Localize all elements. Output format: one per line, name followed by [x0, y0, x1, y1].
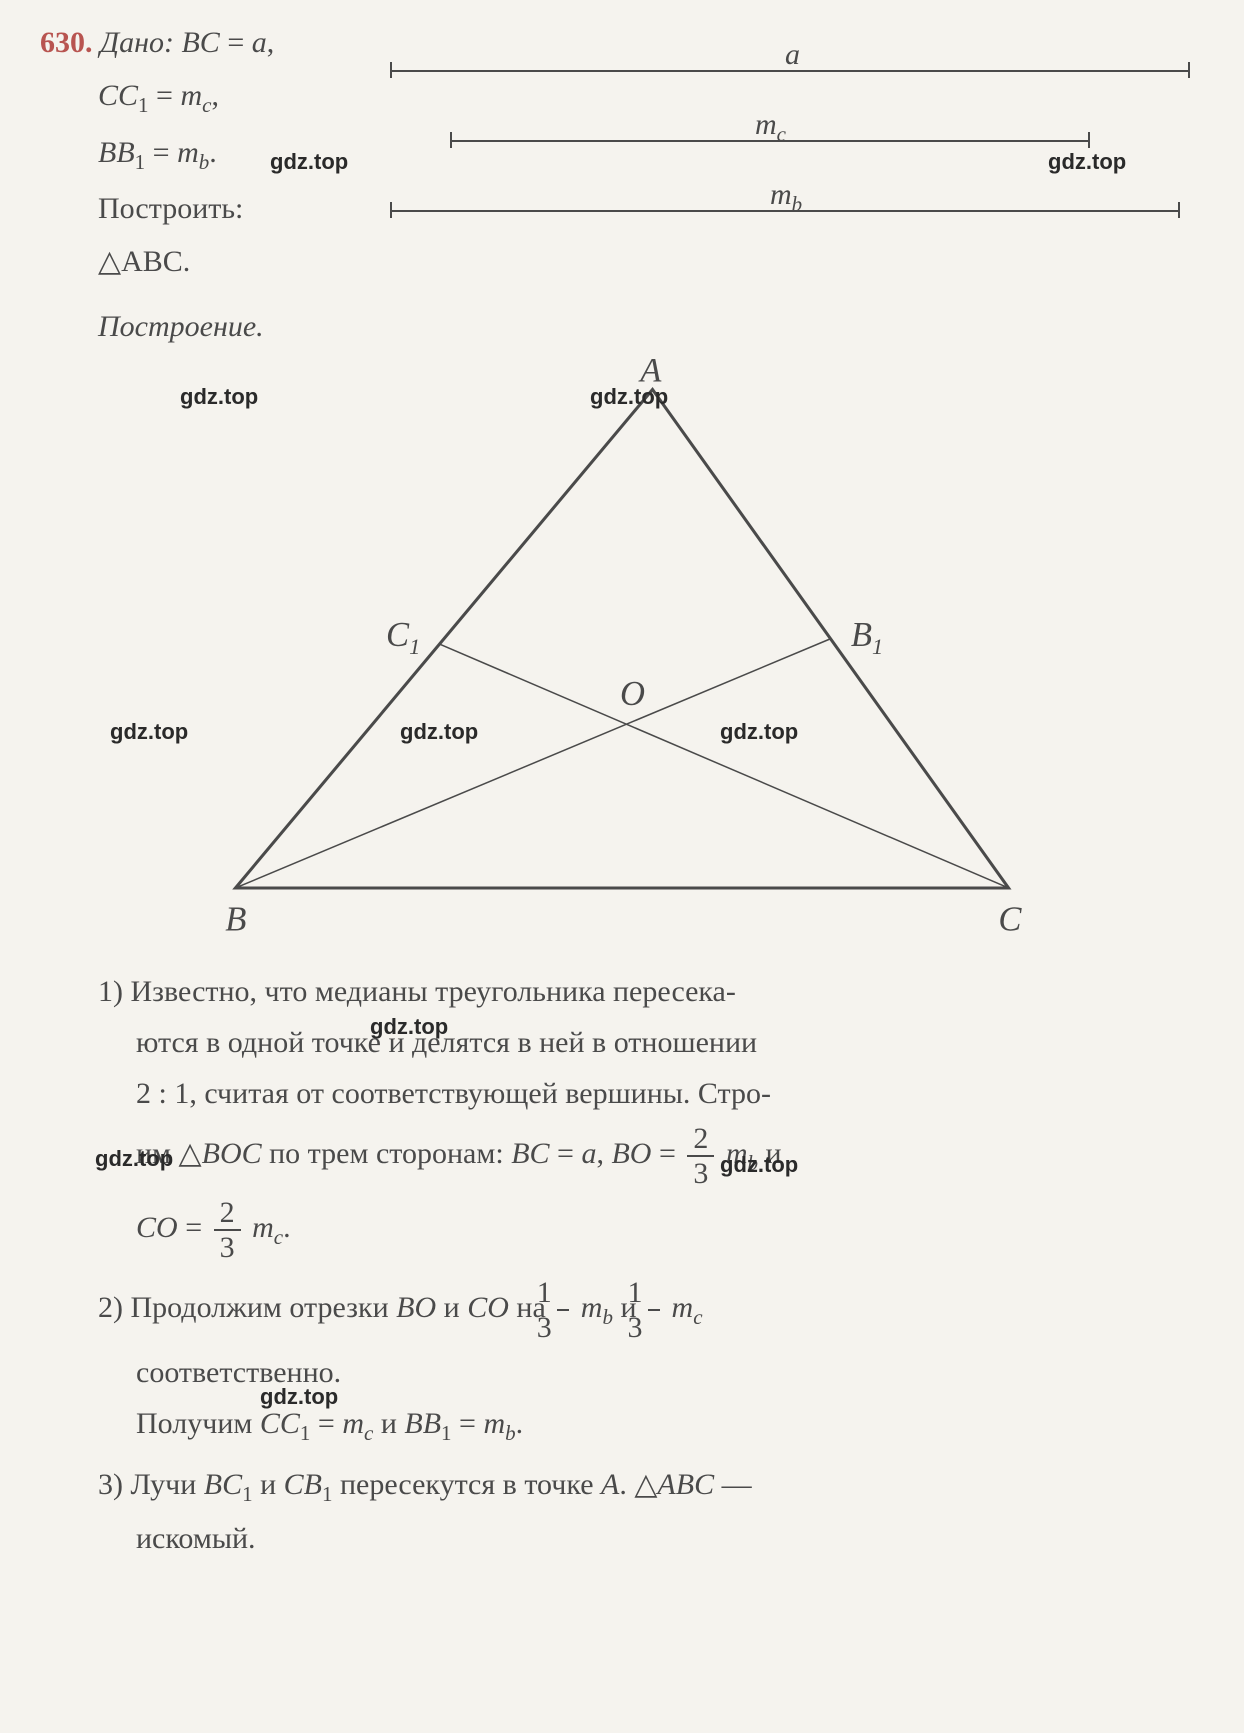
triangle-abc — [235, 390, 1008, 888]
watermark: gdz.top — [400, 715, 478, 748]
watermark: gdz.top — [720, 1148, 798, 1181]
frac-1-3: 13 — [557, 1276, 569, 1344]
triangle-diagram: A B C C1 B1 O — [72, 359, 1172, 949]
watermark: gdz.top — [1048, 145, 1126, 178]
a-var: a — [252, 26, 267, 59]
watermark: gdz.top — [95, 1142, 173, 1175]
vertex-b1: B1 — [851, 616, 883, 659]
step-1: 1) Известно, что медианы треугольника пе… — [98, 969, 1204, 1264]
vertex-b: B — [225, 901, 246, 939]
construction-label: Построение. — [98, 304, 1204, 349]
step-2: 2) Продолжим отрезки BO и CO на 13 mb и … — [98, 1276, 1204, 1450]
watermark: gdz.top — [270, 145, 348, 178]
problem-number: 630. — [40, 26, 93, 59]
step-3: 3) Лучи BC1 и CB1 пересекутся в точке A.… — [98, 1462, 1204, 1562]
segment-mb: mb — [390, 170, 1210, 240]
vertex-c: C — [998, 901, 1022, 939]
problem-header: 630. Дано: BC = a, CC1 = mc, BB1 = mb. П… — [40, 20, 1204, 284]
given-label: Дано: — [100, 26, 174, 59]
watermark: gdz.top — [590, 380, 668, 413]
build-target: △ABC. — [98, 239, 1204, 284]
watermark: gdz.top — [260, 1380, 338, 1413]
watermark: gdz.top — [370, 1010, 448, 1043]
bc-var: BC — [181, 26, 219, 59]
solution-steps: 1) Известно, что медианы треугольника пе… — [98, 969, 1204, 1561]
watermark: gdz.top — [110, 715, 188, 748]
median-bb1 — [235, 639, 830, 888]
segment-a: a — [390, 30, 1210, 100]
comma: , — [267, 26, 275, 59]
vertex-o: O — [620, 675, 645, 713]
vertex-c1: C1 — [386, 616, 420, 659]
frac-2-3: 23 — [687, 1122, 714, 1190]
watermark: gdz.top — [180, 380, 258, 413]
segments-diagram: a mc mb — [390, 30, 1210, 240]
watermark: gdz.top — [720, 715, 798, 748]
eq: = — [227, 26, 251, 59]
